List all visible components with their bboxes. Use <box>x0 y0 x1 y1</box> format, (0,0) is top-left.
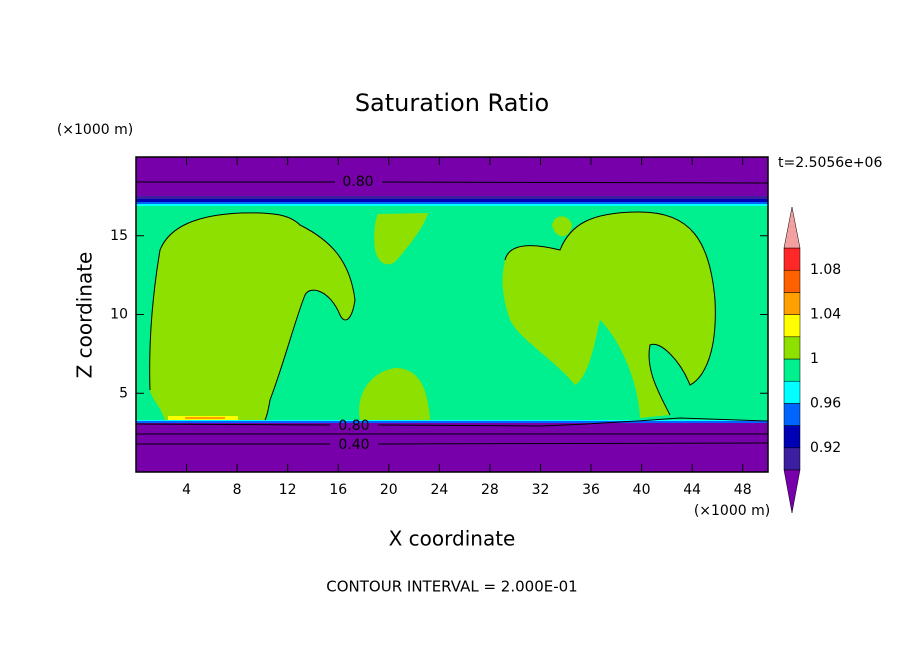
colorbar-box <box>783 336 801 360</box>
contour-line <box>135 417 769 427</box>
colorbar-box <box>783 269 801 293</box>
region <box>136 204 768 207</box>
contour-label: 0.40 <box>338 437 369 453</box>
y-unit-label: (×1000 m) <box>57 122 133 138</box>
region <box>136 421 768 423</box>
y-axis-label: Z coordinate <box>73 252 97 379</box>
colorbar-box <box>783 380 801 404</box>
colorbar-under <box>783 469 801 514</box>
contour-line <box>136 442 769 445</box>
contour-field: 0.80 0.80 0.40 <box>135 157 769 472</box>
contour-label: 0.80 <box>342 174 373 190</box>
contour-line <box>504 211 716 416</box>
x-tick-label: 40 <box>633 482 651 498</box>
colorbar-box <box>783 425 801 449</box>
x-tick-label: 44 <box>683 482 701 498</box>
region <box>552 216 572 237</box>
x-tick-label: 12 <box>279 482 297 498</box>
x-tick-label: 4 <box>182 482 191 498</box>
colorbar-box <box>783 314 801 338</box>
colorbar-label: 1 <box>810 351 819 367</box>
colorbar-label: 1.08 <box>810 262 841 278</box>
colorbar-box <box>783 358 801 382</box>
region <box>359 368 430 420</box>
x-tick-label: 36 <box>582 482 600 498</box>
time-label: t=2.5056e+06 <box>778 155 882 171</box>
x-tick-label: 16 <box>329 482 347 498</box>
y-tick-label: 5 <box>119 385 128 401</box>
contour-line <box>149 212 356 421</box>
region <box>502 212 716 418</box>
region <box>185 417 225 419</box>
x-tick-label: 20 <box>380 482 398 498</box>
region <box>136 202 768 205</box>
region <box>136 196 768 200</box>
x-tick-label: 48 <box>734 482 752 498</box>
colorbar-label: 0.92 <box>810 440 841 456</box>
colorbar-label: 1.04 <box>810 307 841 323</box>
colorbar-box <box>783 403 801 426</box>
x-tick-label: 28 <box>481 482 499 498</box>
x-unit-label: (×1000 m) <box>694 503 770 519</box>
x-axis-label: X coordinate <box>389 527 516 551</box>
chart-title: Saturation Ratio <box>355 89 549 117</box>
colorbar-box <box>783 292 801 315</box>
x-tick-label: 8 <box>233 482 242 498</box>
region <box>136 419 768 422</box>
x-tick-label: 24 <box>430 482 448 498</box>
colorbar-box <box>783 447 801 471</box>
colorbar-box <box>783 247 801 271</box>
colorbar-label: 0.96 <box>810 395 841 411</box>
contour-label: 0.80 <box>338 418 369 434</box>
region <box>136 199 768 203</box>
x-tick-label: 32 <box>532 482 550 498</box>
colorbar-over <box>783 206 801 249</box>
y-tick-label: 10 <box>110 307 128 323</box>
footer-note: CONTOUR INTERVAL = 2.000E-01 <box>326 578 577 596</box>
y-tick-label: 15 <box>110 228 128 244</box>
region <box>149 212 355 420</box>
region <box>374 213 428 265</box>
contour-line <box>136 181 769 184</box>
